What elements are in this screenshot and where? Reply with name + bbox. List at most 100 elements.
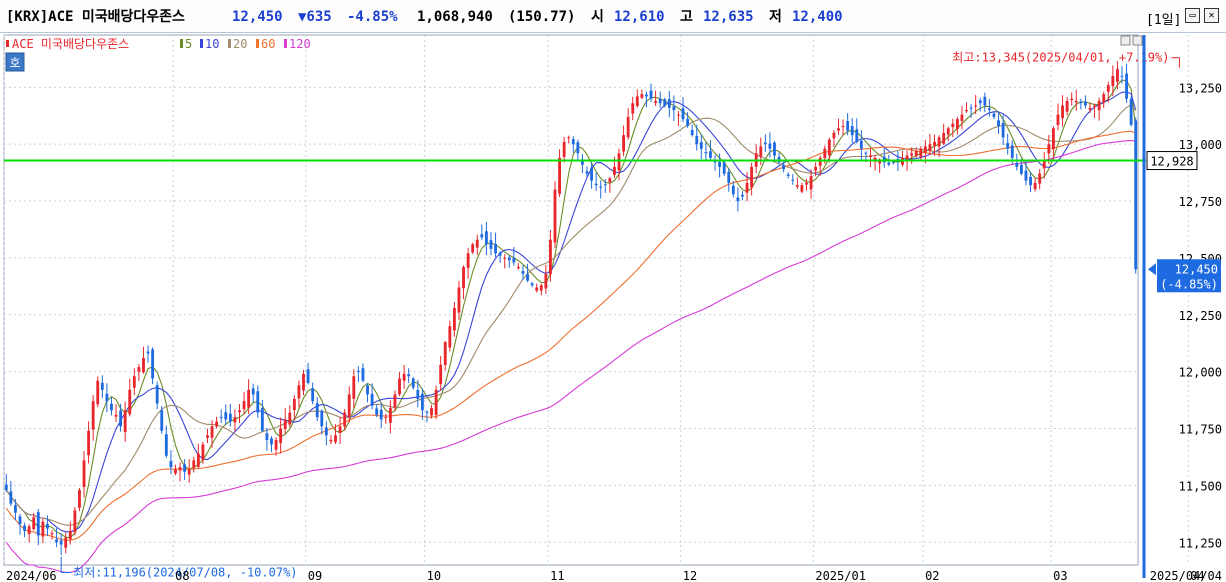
candle-body [411,378,415,388]
candle-body [82,460,86,487]
candle-body [457,287,461,313]
candle-body [128,389,132,415]
legend-ma-swatch [200,39,203,48]
chart-legend: ACE 미국배당다우존스 5 10 20 60 120 호 [5,35,1143,72]
candle-body [818,157,822,166]
candle-body [974,105,978,107]
candle-body [1116,69,1119,82]
candle-body [581,159,584,165]
candle-body [251,388,255,395]
candle-body [553,189,557,243]
candle-body [489,240,493,249]
candle-body [347,394,351,417]
candle-body [905,155,909,162]
candle-body [292,398,296,411]
candle-body [1038,173,1042,184]
candle-body [910,153,914,156]
candle-body [521,271,525,274]
candle-body [119,410,123,427]
candle-body [462,267,465,289]
candle-body [567,137,571,139]
candle-body [690,130,694,136]
candle-body [452,307,456,331]
max-annotation: 최고:13,345(2025/04/01, +7.19%) [952,51,1169,65]
candle-body [265,433,269,440]
candle-body [183,464,187,472]
candle-body [1024,170,1028,181]
candle-body [759,146,763,157]
candle-body [576,142,580,154]
candle-body [745,182,749,193]
restore-button[interactable]: ▭ [1185,8,1200,23]
candle-body [645,94,648,97]
candle-body [425,411,429,413]
candle-body [768,143,772,149]
candle-body [631,103,635,114]
candle-body [955,119,959,129]
candle-body [686,118,690,126]
candle-body [247,389,251,408]
open-label: 시 [591,9,604,25]
candle-body [393,394,397,408]
candle-body [87,430,91,456]
period-selector[interactable]: [1일] [1146,13,1182,28]
candle-body [516,267,520,269]
x-tick-label: 11 [550,569,564,582]
grid-lines [3,34,1189,566]
candle-body [1010,145,1014,158]
candle-body [530,283,534,286]
candle-body [933,141,936,147]
support-price-label: 12,928 [1150,155,1193,169]
candle-body [142,358,145,373]
candle-body [430,408,433,416]
candle-body [448,326,452,348]
candle-body [837,128,840,131]
close-button[interactable]: ✕ [1204,8,1219,23]
candle-body [439,364,443,385]
candle-body [603,184,607,186]
candle-body [608,178,612,183]
candle-body [1079,101,1083,104]
candle-body [960,114,964,122]
candle-body [114,414,118,417]
candle-body [242,401,246,410]
candle-body [78,489,81,508]
candle-body [654,100,658,103]
candle-body [416,389,420,399]
candle-body [846,121,850,131]
candle-body [46,523,49,529]
candle-body [731,185,735,195]
candle-body [64,537,68,548]
candle-body [407,374,411,377]
candle-body [814,166,818,171]
candle-body [338,426,342,433]
candle-body [677,114,680,116]
x-tick-label: 03 [1053,569,1067,582]
y-tick-label: 13,000 [1179,138,1222,152]
legend-candle-swatch [6,40,9,47]
candle-body [480,234,484,238]
candle-body [279,428,283,444]
candle-body [1120,75,1124,77]
candle-body [549,239,552,275]
candle-body [443,342,447,365]
candle-body [164,434,168,456]
candle-body [869,155,872,157]
hoga-button[interactable]: 호 [9,56,20,70]
x-tick-label: 04 [1190,569,1204,582]
hoga-button-bg [5,52,25,72]
chart-minimize-button[interactable] [1120,35,1131,46]
candle-body [507,257,511,261]
legend-ma-60: 60 [261,37,275,51]
candle-body [741,194,744,197]
candle-body [384,417,388,419]
axes: 13,25013,00012,75012,50012,25012,00011,7… [6,35,1222,582]
chart-close-button[interactable] [1132,35,1143,46]
candle-body [306,369,310,384]
candle-body [594,183,598,186]
candle-body [329,439,333,442]
y-tick-label: 11,500 [1179,479,1222,493]
candle-body [649,90,653,99]
candle-body [192,460,196,469]
candle-body [1129,99,1133,125]
